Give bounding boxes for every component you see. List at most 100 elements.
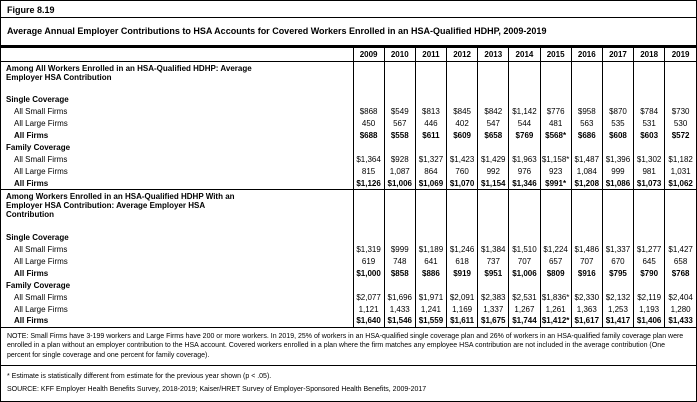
source-line: SOURCE: KFF Employer Health Benefits Sur…: [7, 386, 427, 393]
cell-value: [601, 61, 634, 94]
coverage-group-row: Single Coverage: [1, 93, 696, 106]
cell-value: [633, 189, 665, 231]
cell-value: [664, 189, 696, 231]
year-column-header: 2010: [383, 48, 416, 62]
cell-value: $2,132: [601, 291, 634, 303]
cell-value: [539, 141, 572, 154]
year-column-header: 2011: [414, 48, 447, 62]
cell-value: 1,433: [383, 303, 416, 315]
cell-value: $1,836*: [539, 291, 572, 303]
cell-value: $1,189: [414, 243, 447, 255]
table-row: All Small Firms $2,077 $1,696 $1,971 $2,091 $…: [1, 291, 696, 303]
cell-value: [570, 231, 603, 243]
cell-value: [508, 141, 541, 154]
table-row: All Large Firms 619 748 641 618 737 707 657 707 6…: [1, 255, 696, 267]
cell-value: 481: [539, 117, 572, 130]
row-label: All Small Firms: [14, 244, 68, 254]
cell-value: $795: [601, 267, 634, 279]
table-row: All Firms $688 $558 $611 $609 $658 $769 $568* $6…: [1, 129, 696, 142]
row-label: All Firms: [14, 131, 49, 140]
cell-value: $868: [352, 105, 385, 118]
cell-value: 707: [508, 255, 541, 267]
row-label: All Large Firms: [14, 304, 68, 314]
cell-value: 645: [633, 255, 665, 267]
cell-value: [477, 61, 509, 94]
cell-value: $951: [477, 267, 509, 279]
cell-value: 670: [601, 255, 634, 267]
cell-value: [664, 141, 696, 154]
cell-value: [477, 93, 509, 106]
cell-value: 641: [414, 255, 447, 267]
cell-value: $1,158*: [539, 153, 572, 166]
cell-value: $608: [601, 129, 634, 142]
cell-value: 1,193: [633, 303, 665, 315]
cell-value: [508, 61, 541, 94]
year-column-header: 2018: [633, 48, 665, 62]
cell-value: [664, 279, 696, 291]
year-header-row: 2009 2010 2011 2012 2013 2014 2015 2016 2017 2018…: [1, 48, 696, 62]
cell-value: $1,384: [477, 243, 509, 255]
cell-value: $2,531: [508, 291, 541, 303]
cell-value: [446, 141, 478, 154]
cell-value: [570, 61, 603, 94]
cell-value: $928: [383, 153, 416, 166]
year-column-header: 2019: [664, 48, 696, 62]
cell-value: $1,696: [383, 291, 416, 303]
cell-value: [477, 189, 509, 231]
cell-value: [633, 93, 665, 106]
coverage-group-row: Family Coverage: [1, 279, 696, 291]
table-row: All Small Firms $1,364 $928 $1,327 $1,423 $1,…: [1, 153, 696, 166]
cell-value: $730: [664, 105, 696, 118]
cell-value: $1,337: [601, 243, 634, 255]
cell-value: $568*: [539, 129, 572, 142]
cell-value: [446, 61, 478, 94]
cell-value: [352, 189, 385, 231]
cell-value: $1,396: [601, 153, 634, 166]
cell-value: $1,182: [664, 153, 696, 166]
cell-value: $1,070: [446, 177, 478, 190]
cell-value: $1,069: [414, 177, 447, 190]
cell-value: [664, 231, 696, 243]
cell-value: $658: [477, 129, 509, 142]
table-row: All Large Firms 815 1,087 864 760 992 976 923 1,…: [1, 165, 696, 178]
row-label: All Firms: [14, 178, 49, 188]
cell-value: 1,031: [664, 165, 696, 178]
cell-value: 619: [352, 255, 385, 267]
cell-value: [664, 61, 696, 94]
cell-value: 992: [477, 165, 509, 178]
cell-value: [664, 93, 696, 106]
year-column-header: 2015: [539, 48, 572, 62]
cell-value: 547: [477, 117, 509, 130]
row-label: Single Coverage: [6, 232, 69, 242]
cell-value: $2,404: [664, 291, 696, 303]
cell-value: $1,086: [601, 177, 634, 190]
cell-value: [414, 61, 447, 94]
cell-value: 567: [383, 117, 416, 130]
cell-value: $1,429: [477, 153, 509, 166]
row-label: Family Coverage: [6, 143, 71, 152]
cell-value: $609: [446, 129, 478, 142]
table-header: 2009 2010 2011 2012 2013 2014 2015 2016 2017 2018…: [1, 48, 696, 62]
cell-value: $1,427: [664, 243, 696, 255]
cell-value: $1,224: [539, 243, 572, 255]
cell-value: $2,383: [477, 291, 509, 303]
cell-value: $858: [383, 267, 416, 279]
cell-value: [352, 279, 385, 291]
table-note: NOTE: Small Firms have 3-199 workers and…: [1, 328, 696, 366]
row-label: All Small Firms: [14, 292, 68, 302]
cell-value: $1,417: [601, 315, 634, 327]
cell-value: $1,319: [352, 243, 385, 255]
cell-value: $769: [508, 129, 541, 142]
row-label: Single Coverage: [6, 95, 69, 104]
cell-value: $1,062: [664, 177, 696, 190]
cell-value: [383, 93, 416, 106]
cell-value: $1,406: [633, 315, 665, 327]
coverage-group-row: Family Coverage: [1, 141, 696, 154]
row-label: All Firms: [14, 316, 49, 326]
cell-value: $1,277: [633, 243, 665, 255]
cell-value: $1,963: [508, 153, 541, 166]
cell-value: $1,433: [664, 315, 696, 327]
cell-value: $776: [539, 105, 572, 118]
cell-value: $1,126: [352, 177, 385, 190]
